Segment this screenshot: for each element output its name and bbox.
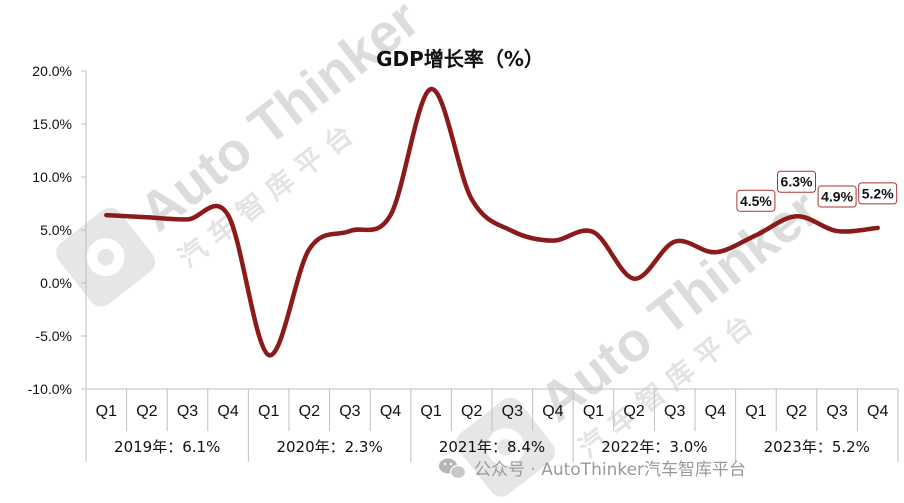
- x-tick-label: Q1: [745, 403, 766, 420]
- data-label-box: [777, 170, 816, 193]
- x-tick-label: Q3: [826, 403, 847, 420]
- x-tick-label: Q2: [299, 403, 320, 420]
- x-tick-label: Q3: [177, 403, 198, 420]
- x-tick-label: Q1: [420, 403, 441, 420]
- x-tick-label: Q2: [623, 403, 644, 420]
- x-tick-label: Q3: [664, 403, 685, 420]
- x-tick-label: Q1: [583, 403, 604, 420]
- x-tick-label: Q1: [258, 403, 279, 420]
- axes: 20.0% 15.0% 10.0% 5.0% 0.0% -5.0% -10.0% Q1 Q2 Q3…: [28, 63, 899, 462]
- y-tick-label: 15.0%: [32, 116, 72, 132]
- data-label: 4.5%: [736, 189, 776, 212]
- y-tick-label: 5.0%: [40, 222, 72, 238]
- footer-text: 公众号 · AutoThinker汽车智库平台: [474, 460, 746, 480]
- wechat-icon: [439, 458, 467, 480]
- x-tick-label: Q4: [380, 403, 401, 420]
- x-tick-label: Q4: [542, 403, 563, 420]
- x-tick-label: Q2: [136, 403, 157, 420]
- x-group-label: 2021年：8.4%: [439, 438, 545, 456]
- data-label-box: [817, 185, 857, 208]
- data-label-text: 4.5%: [740, 193, 772, 209]
- x-tick-label: Q1: [96, 403, 117, 420]
- footer: 公众号 · AutoThinker汽车智库平台: [439, 458, 746, 480]
- data-label: 4.9%: [817, 185, 857, 208]
- data-label-text: 5.2%: [862, 185, 894, 201]
- data-label: 6.3%: [777, 170, 816, 193]
- data-label-box: [736, 189, 776, 212]
- x-tick-label: Q4: [705, 403, 726, 420]
- x-group-label: 2019年：6.1%: [114, 438, 220, 456]
- watermark-logo-core: [497, 438, 515, 456]
- x-group-label: 2020年：2.3%: [276, 438, 382, 456]
- x-tick-label: Q3: [339, 403, 360, 420]
- y-tick-label: 20.0%: [32, 63, 72, 79]
- chart-title: GDP增长率（%）: [376, 47, 544, 71]
- x-tick-label: Q2: [786, 403, 807, 420]
- data-labels: 4.5% 6.3% 4.9% 5.2%: [736, 170, 898, 212]
- x-tick-label: Q2: [461, 403, 482, 420]
- data-label-box: [858, 182, 898, 205]
- data-label-text: 4.9%: [821, 189, 853, 205]
- x-group-label: 2022年：3.0%: [601, 438, 707, 456]
- x-group-label: 2023年：5.2%: [764, 438, 870, 456]
- series-line: [104, 86, 880, 358]
- x-tick-label: Q3: [502, 403, 523, 420]
- x-tick-label: Q4: [867, 403, 888, 420]
- y-tick-label: 10.0%: [32, 169, 72, 185]
- watermark-text: Auto Thinker: [128, 0, 431, 243]
- series-line-group: [104, 86, 880, 358]
- y-tick-label: -5.0%: [35, 328, 72, 344]
- data-label: 5.2%: [858, 182, 898, 205]
- watermark-logo-core: [97, 248, 115, 266]
- y-tick-label: 0.0%: [40, 275, 72, 291]
- y-tick-label: -10.0%: [28, 381, 72, 397]
- x-tick-label: Q4: [217, 403, 238, 420]
- data-label-text: 6.3%: [781, 174, 813, 190]
